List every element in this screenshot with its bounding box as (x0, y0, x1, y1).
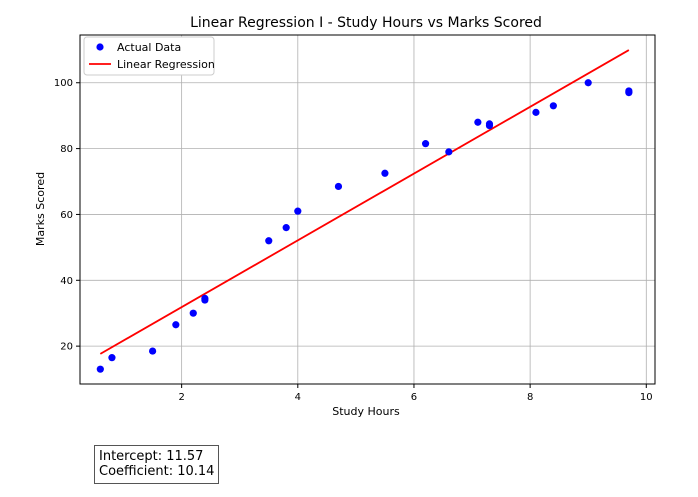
intercept-text: Intercept: 11.57 (99, 449, 204, 464)
y-tick-label: 60 (60, 210, 73, 221)
legend-label-linear-regression: Linear Regression (117, 58, 215, 71)
data-point (625, 87, 633, 95)
data-point (172, 321, 180, 329)
x-tick-label: 8 (527, 392, 533, 403)
y-axis-label: Marks Scored (34, 172, 47, 246)
x-tick-label: 4 (295, 392, 301, 403)
data-point (201, 294, 209, 302)
x-tick-label: 10 (640, 392, 653, 403)
data-point (96, 365, 104, 373)
x-tick-label: 2 (178, 392, 184, 403)
data-point (381, 169, 389, 177)
data-point (532, 108, 540, 116)
legend-box (83, 36, 215, 76)
regression-chart: Linear Regression I - Study Hours vs Mar… (34, 15, 656, 418)
axis-ticks: 2 4 6 8 10 20 40 60 80 100 (54, 78, 653, 403)
legend: Actual Data Linear Regression (83, 36, 215, 76)
data-point (474, 118, 482, 126)
y-tick-label: 80 (60, 144, 73, 155)
grid (80, 35, 655, 384)
data-point (421, 140, 430, 148)
data-point (584, 79, 592, 87)
data-point (549, 102, 557, 110)
x-tick-label: 6 (411, 392, 417, 403)
data-point (149, 347, 157, 355)
regression-line (99, 49, 630, 355)
data-point (294, 207, 302, 215)
data-point (485, 120, 494, 128)
data-point (334, 182, 343, 191)
data-point (108, 354, 116, 362)
plot-frame (79, 34, 656, 385)
data-point (282, 224, 290, 232)
y-tick-label: 40 (60, 276, 73, 287)
chart-title: Linear Regression I - Study Hours vs Mar… (190, 15, 542, 31)
y-tick-label: 20 (60, 342, 73, 353)
plot-series (96, 49, 633, 373)
y-tick-label: 100 (54, 78, 73, 89)
data-point (445, 148, 453, 156)
data-point (265, 237, 273, 245)
coefficient-text: Coefficient: 10.14 (99, 464, 215, 479)
legend-scatter-marker (96, 43, 104, 51)
data-point (189, 309, 197, 317)
regression-info-box: Intercept: 11.57 Coefficient: 10.14 (94, 445, 220, 484)
x-axis-label: Study Hours (332, 405, 400, 418)
legend-label-actual-data: Actual Data (117, 41, 181, 54)
